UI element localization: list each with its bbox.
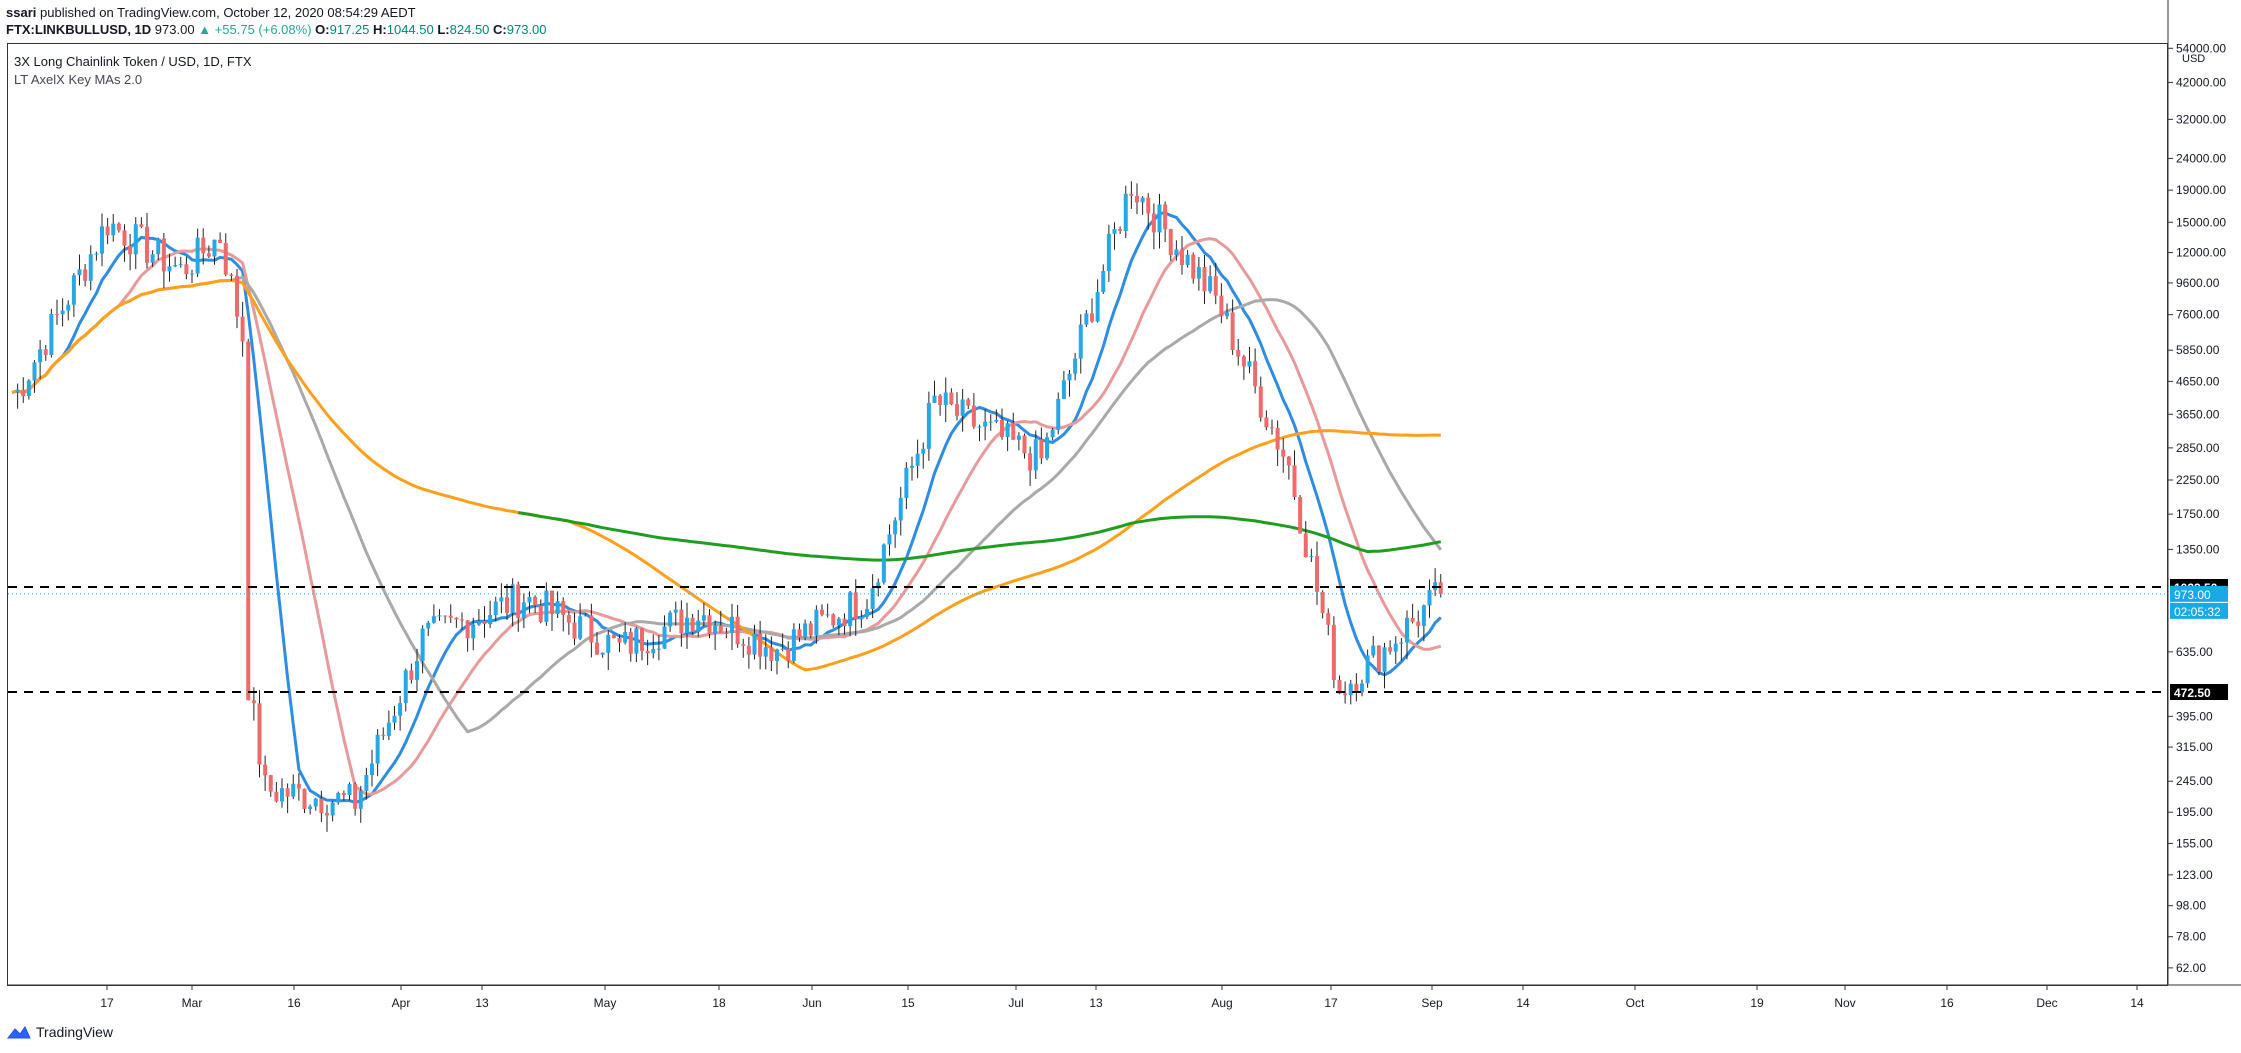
footer-brand[interactable]: TradingView bbox=[6, 1024, 113, 1040]
currency-label: USD bbox=[2182, 53, 2205, 65]
price-tick-label: 1350.00 bbox=[2176, 542, 2220, 556]
high-label: H: bbox=[373, 22, 387, 37]
time-tick-label: 17 bbox=[1324, 996, 1338, 1010]
price-tick-label: 78.00 bbox=[2176, 930, 2206, 944]
time-tick-label: 16 bbox=[287, 996, 301, 1010]
time-tick-label: Aug bbox=[1211, 996, 1232, 1010]
time-tick-label: Apr bbox=[392, 996, 411, 1010]
ohlc-line: FTX:LINKBULLUSD, 1D 973.00 ▲ +55.75 (+6.… bbox=[6, 21, 1406, 38]
price-tick-label: 12000.00 bbox=[2176, 246, 2226, 260]
time-tick-label: Mar bbox=[182, 996, 203, 1010]
indicator-label[interactable]: LT AxelX Key MAs 2.0 bbox=[14, 72, 143, 87]
last-price-box bbox=[2170, 585, 2228, 602]
time-tick-label: 15 bbox=[901, 996, 915, 1010]
close-label: C: bbox=[493, 22, 507, 37]
publisher-name[interactable]: ssari bbox=[6, 5, 37, 20]
price-tick-label: 315.00 bbox=[2176, 740, 2213, 754]
publish-info: ssari published on TradingView.com, Octo… bbox=[6, 4, 1406, 21]
time-tick-label: Sep bbox=[1421, 996, 1443, 1010]
price-tick-label: 1750.00 bbox=[2176, 507, 2220, 521]
chart-legend: 3X Long Chainlink Token / USD, 1D, FTX L… bbox=[14, 53, 252, 89]
high-value: 1044.50 bbox=[386, 22, 434, 37]
price-tick-label: 24000.00 bbox=[2176, 151, 2226, 165]
time-tick-label: 14 bbox=[1516, 996, 1530, 1010]
last-price: 973.00 bbox=[154, 22, 195, 37]
symbol-label: FTX:LINKBULLUSD, 1D bbox=[6, 22, 152, 37]
price-tick-label: 195.00 bbox=[2176, 805, 2213, 819]
open-value: 917.25 bbox=[329, 22, 370, 37]
time-tick-label: 18 bbox=[712, 996, 726, 1010]
time-tick-label: May bbox=[594, 996, 617, 1010]
resistance-label-box bbox=[2170, 579, 2228, 595]
price-tick-label: 2850.00 bbox=[2176, 441, 2220, 455]
time-tick-label: Oct bbox=[1626, 996, 1645, 1010]
price-tick-label: 155.00 bbox=[2176, 836, 2213, 850]
support-label-box bbox=[2170, 684, 2228, 700]
countdown-box bbox=[2170, 602, 2228, 619]
publish-text: published on TradingView.com, October 12… bbox=[40, 5, 416, 20]
price-change: +55.75 (+6.08%) bbox=[214, 22, 312, 37]
time-tick-label: Nov bbox=[1834, 996, 1855, 1010]
low-value: 824.50 bbox=[449, 22, 490, 37]
publish-header: ssari published on TradingView.com, Octo… bbox=[6, 4, 1406, 38]
price-tick-label: 7600.00 bbox=[2176, 308, 2220, 322]
price-tick-label: 395.00 bbox=[2176, 709, 2213, 723]
open-label: O: bbox=[315, 22, 330, 37]
time-tick-label: 13 bbox=[475, 996, 489, 1010]
price-tick-label: 54000.00 bbox=[2176, 41, 2226, 55]
support-label: 472.50 bbox=[2174, 686, 2211, 700]
price-tick-label: 3650.00 bbox=[2176, 407, 2220, 421]
price-tick-label: 2250.00 bbox=[2176, 473, 2220, 487]
low-label: L: bbox=[437, 22, 450, 37]
time-tick-label: Jul bbox=[1008, 996, 1023, 1010]
time-tick-label: Jun bbox=[802, 996, 821, 1010]
tradingview-logo-icon bbox=[6, 1026, 31, 1039]
last-price-label: 973.00 bbox=[2174, 588, 2211, 602]
resistance-label: 1023.50 bbox=[2174, 581, 2218, 595]
chart-frame bbox=[7, 43, 2168, 986]
time-tick-label: 16 bbox=[1940, 996, 1954, 1010]
price-tick-label: 635.00 bbox=[2176, 645, 2213, 659]
up-arrow-icon: ▲ bbox=[198, 22, 212, 37]
price-tick-label: 5850.00 bbox=[2176, 343, 2220, 357]
price-tick-label: 15000.00 bbox=[2176, 215, 2226, 229]
price-tick-label: 32000.00 bbox=[2176, 112, 2226, 126]
price-tick-label: 42000.00 bbox=[2176, 75, 2226, 89]
countdown-label: 02:05:32 bbox=[2174, 605, 2221, 619]
time-tick-label: 14 bbox=[2130, 996, 2144, 1010]
time-tick-label: 19 bbox=[1750, 996, 1764, 1010]
time-tick-label: 17 bbox=[100, 996, 114, 1010]
close-value: 973.00 bbox=[506, 22, 547, 37]
chart-title: 3X Long Chainlink Token / USD, 1D, FTX bbox=[14, 54, 252, 69]
time-tick-label: 13 bbox=[1089, 996, 1103, 1010]
price-tick-label: 62.00 bbox=[2176, 961, 2206, 975]
price-tick-label: 98.00 bbox=[2176, 899, 2206, 913]
time-tick-label: Dec bbox=[2036, 996, 2057, 1010]
price-tick-label: 4650.00 bbox=[2176, 374, 2220, 388]
price-tick-label: 123.00 bbox=[2176, 868, 2213, 882]
price-tick-label: 9600.00 bbox=[2176, 276, 2220, 290]
price-tick-label: 245.00 bbox=[2176, 774, 2213, 788]
brand-name: TradingView bbox=[36, 1024, 114, 1040]
price-tick-label: 19000.00 bbox=[2176, 183, 2226, 197]
